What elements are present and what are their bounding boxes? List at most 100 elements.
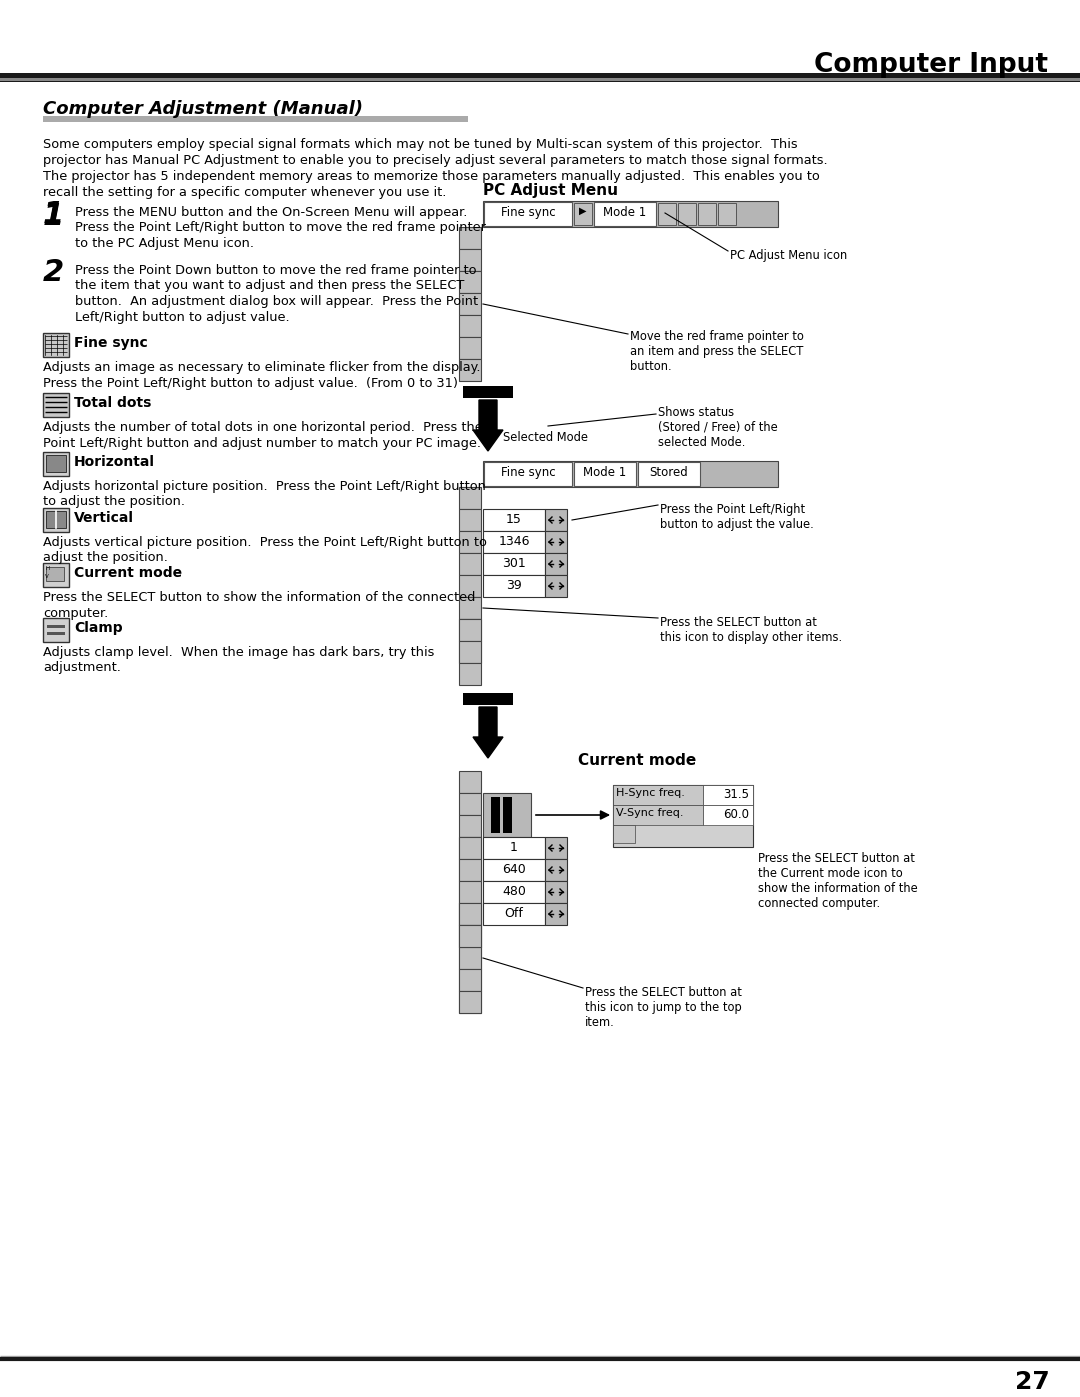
Bar — [594, 203, 656, 226]
Text: 39: 39 — [507, 578, 522, 592]
Bar — [43, 509, 69, 532]
Bar — [459, 814, 481, 837]
Bar — [459, 837, 481, 859]
Text: Shows status
(Stored / Free) of the
selected Mode.: Shows status (Stored / Free) of the sele… — [658, 407, 778, 448]
Bar — [459, 947, 481, 970]
Bar — [459, 271, 481, 293]
Text: Fine sync: Fine sync — [75, 337, 148, 351]
Bar — [0, 0, 1080, 73]
Text: Fine sync: Fine sync — [501, 467, 555, 479]
Bar — [483, 553, 545, 576]
Bar — [459, 531, 481, 553]
Text: computer.: computer. — [43, 606, 108, 619]
Text: H-Sync freq.: H-Sync freq. — [616, 788, 685, 798]
Bar — [573, 462, 636, 486]
Bar — [43, 116, 468, 122]
Text: Press the Point Left/Right button to adjust value.  (From 0 to 31): Press the Point Left/Right button to adj… — [43, 377, 458, 390]
Text: adjustment.: adjustment. — [43, 662, 121, 675]
Polygon shape — [464, 363, 476, 377]
Bar — [459, 359, 481, 381]
Bar — [459, 902, 481, 925]
Text: to adjust the position.: to adjust the position. — [43, 496, 185, 509]
Text: Some computers employ special signal formats which may not be tuned by Multi-sca: Some computers employ special signal for… — [43, 138, 798, 151]
Bar — [459, 249, 481, 271]
Text: H: H — [45, 566, 49, 571]
Text: 27: 27 — [1015, 1370, 1050, 1394]
Bar — [463, 693, 513, 705]
Bar — [484, 462, 572, 486]
Text: Press the Point Down button to move the red frame pointer to: Press the Point Down button to move the … — [75, 264, 476, 277]
Text: Adjusts an image as necessary to eliminate flicker from the display.: Adjusts an image as necessary to elimina… — [43, 360, 481, 374]
Text: Press the SELECT button at
this icon to display other items.: Press the SELECT button at this icon to … — [660, 616, 842, 644]
Bar — [0, 73, 1080, 78]
Text: Press the MENU button and the On-Screen Menu will appear.: Press the MENU button and the On-Screen … — [75, 205, 468, 219]
Text: V: V — [45, 574, 49, 578]
Bar — [483, 509, 545, 531]
Bar — [459, 488, 481, 509]
Bar — [459, 990, 481, 1013]
Text: recall the setting for a specific computer whenever you use it.: recall the setting for a specific comput… — [43, 186, 446, 198]
Bar — [678, 203, 696, 225]
Bar — [613, 805, 703, 826]
Text: Selected Mode: Selected Mode — [503, 432, 588, 444]
Text: Move the red frame pointer to
an item and press the SELECT
button.: Move the red frame pointer to an item an… — [630, 330, 804, 373]
Bar — [573, 203, 592, 225]
Text: Adjusts horizontal picture position.  Press the Point Left/Right button: Adjusts horizontal picture position. Pre… — [43, 481, 486, 493]
Bar — [43, 393, 69, 416]
Text: Adjusts clamp level.  When the image has dark bars, try this: Adjusts clamp level. When the image has … — [43, 645, 434, 659]
Bar — [43, 332, 69, 358]
Bar — [613, 785, 753, 847]
Bar — [459, 619, 481, 641]
Text: Left/Right button to adjust value.: Left/Right button to adjust value. — [75, 310, 289, 324]
Bar — [459, 337, 481, 359]
Bar — [459, 293, 481, 314]
Text: Fine sync: Fine sync — [501, 205, 555, 219]
Bar — [545, 553, 567, 576]
Bar — [718, 203, 735, 225]
Text: 60.0: 60.0 — [723, 807, 750, 821]
Polygon shape — [464, 907, 476, 921]
Polygon shape — [464, 490, 476, 504]
Text: Adjusts the number of total dots in one horizontal period.  Press the: Adjusts the number of total dots in one … — [43, 420, 483, 434]
Bar — [459, 771, 481, 793]
Bar — [483, 902, 545, 925]
Text: projector has Manual PC Adjustment to enable you to precisely adjust several par: projector has Manual PC Adjustment to en… — [43, 154, 827, 168]
Text: Stored: Stored — [650, 467, 688, 479]
Bar — [459, 925, 481, 947]
Text: the item that you want to adjust and then press the SELECT: the item that you want to adjust and the… — [75, 279, 464, 292]
Bar — [491, 798, 500, 833]
Bar — [459, 837, 481, 859]
Bar — [459, 859, 481, 882]
Bar — [638, 462, 700, 486]
Bar — [459, 882, 481, 902]
Bar — [46, 511, 66, 528]
Polygon shape — [473, 400, 503, 451]
Bar — [459, 226, 481, 249]
Text: The projector has 5 independent memory areas to memorize those parameters manual: The projector has 5 independent memory a… — [43, 170, 820, 183]
Bar — [48, 624, 65, 629]
Bar — [459, 947, 481, 970]
Bar — [483, 461, 778, 488]
Text: 1: 1 — [510, 841, 518, 854]
Text: Press the Point Left/Right button to move the red frame pointer: Press the Point Left/Right button to mov… — [75, 222, 486, 235]
Text: Current mode: Current mode — [578, 753, 697, 768]
Bar — [46, 455, 66, 472]
Bar — [613, 785, 703, 805]
Bar — [43, 617, 69, 643]
Text: 301: 301 — [502, 557, 526, 570]
Bar — [459, 859, 481, 882]
Bar — [545, 509, 567, 531]
Bar — [658, 203, 676, 225]
Bar — [613, 826, 635, 842]
Bar — [459, 641, 481, 664]
Bar — [698, 203, 716, 225]
Bar — [483, 201, 778, 226]
Bar — [459, 664, 481, 685]
Bar — [459, 314, 481, 337]
Bar — [459, 509, 481, 531]
Bar — [43, 563, 69, 587]
Text: Mode 1: Mode 1 — [604, 205, 647, 219]
Text: PC Adjust Menu icon: PC Adjust Menu icon — [730, 249, 847, 263]
Text: 15: 15 — [507, 513, 522, 527]
Text: 31.5: 31.5 — [723, 788, 750, 800]
